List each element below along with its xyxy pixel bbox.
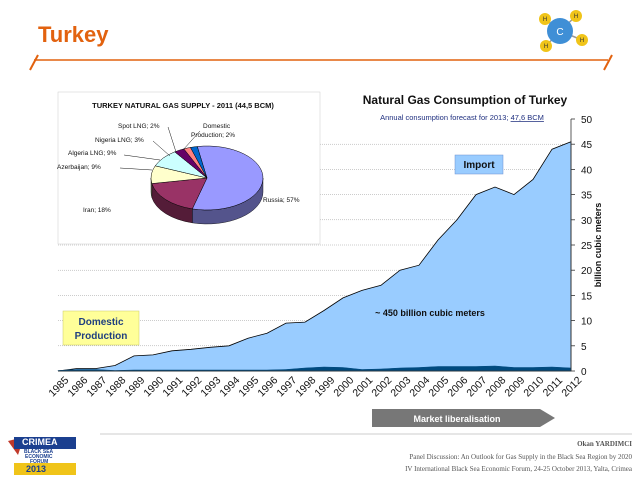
area-chart-fills — [57, 141, 572, 372]
pie-chart-labels: Russia; 57% Iran; 18% Azerbaijan; 9% Algeri… — [57, 123, 300, 214]
x-tick-label: 2004 — [407, 374, 432, 399]
pie-chart-title: TURKEY NATURAL GAS SUPPLY - 2011 (44,5 B… — [92, 101, 274, 110]
domestic-production-area — [57, 365, 572, 372]
y-tick-label: 10 — [581, 317, 593, 328]
x-tick-label: 2009 — [502, 374, 527, 399]
market-liberalisation-label: Market liberalisation — [413, 414, 500, 424]
import-area — [57, 141, 572, 372]
logo-line4: FORUM — [30, 459, 49, 465]
logo-line3: ECONOMIC — [25, 454, 53, 460]
y-tick-label: 0 — [581, 367, 587, 378]
footer-author: Okan YARDIMCI — [577, 440, 632, 448]
y-tick-label: 25 — [581, 241, 593, 252]
molecule-hydrogen-label: H — [543, 17, 547, 23]
molecule-hydrogen-label: H — [544, 44, 548, 50]
total-consumption-label: ~ 450 billion cubic meters — [375, 308, 485, 318]
y-tick-label: 45 — [581, 140, 593, 151]
x-tick-label: 2003 — [388, 374, 413, 399]
import-label-box — [454, 154, 504, 175]
x-tick-label: 1991 — [160, 374, 185, 399]
x-tick-label: 1998 — [293, 374, 318, 399]
domestic-label-box — [62, 310, 140, 346]
pie-slice-label: Azerbaijan; 9% — [57, 164, 101, 171]
x-tick-label: 1992 — [179, 374, 204, 399]
x-tick-label: 1999 — [312, 374, 337, 399]
header-accent-right — [603, 54, 613, 71]
x-tick-label: 1985 — [46, 374, 71, 399]
y-tick-label: 35 — [581, 191, 593, 202]
pie-leader-line — [119, 167, 153, 171]
x-tick-label: 1986 — [65, 374, 90, 399]
x-tick-label: 2006 — [445, 374, 470, 399]
x-tick-label: 2012 — [559, 374, 584, 399]
pie-slice — [191, 145, 264, 211]
logo-line1: CRIMEA — [22, 437, 58, 447]
x-tick-label: 1996 — [255, 374, 280, 399]
pie-slice-label: Russia; 57% — [263, 197, 300, 204]
domestic-label-line2: Production — [75, 331, 128, 342]
molecule-carbon-label: C — [556, 27, 563, 38]
logo-line2: BLACK SEA — [24, 449, 54, 455]
footer-line1: Panel Discussion: An Outlook for Gas Sup… — [409, 453, 632, 461]
area-chart-title: Natural Gas Consumption of Turkey — [363, 93, 568, 107]
domestic-label-line1: Domestic — [78, 317, 123, 328]
x-tick-label: 1994 — [217, 374, 242, 399]
pie-slice-label: Nigeria LNG; 3% — [95, 137, 144, 144]
pie-leader-line — [123, 154, 161, 161]
x-tick-label: 1993 — [198, 374, 223, 399]
pie-leader-line — [152, 140, 171, 157]
logo-year: 2013 — [26, 464, 47, 474]
x-tick-label: 2007 — [464, 374, 489, 399]
y-tick-label: 30 — [581, 216, 593, 227]
x-tick-label: 2002 — [369, 374, 394, 399]
pie-slice-label: Spot LNG; 2% — [118, 123, 160, 130]
x-tick-label: 2001 — [350, 374, 375, 399]
pie-leader-line — [182, 130, 201, 151]
x-tick-label: 2010 — [521, 374, 546, 399]
methane-molecule-icon: C H H H H — [539, 10, 588, 52]
x-tick-label: 1995 — [236, 374, 261, 399]
molecule-hydrogen-label: H — [580, 38, 584, 44]
molecule-hydrogen-label: H — [574, 14, 578, 20]
x-tick-label: 1990 — [141, 374, 166, 399]
y-tick-label: 50 — [581, 115, 593, 126]
area-chart-subtitle: Annual consumption forecast for 2013; 47… — [380, 113, 544, 122]
y-tick-label: 40 — [581, 165, 593, 176]
y-tick-label: 5 — [581, 342, 587, 353]
pie-slice-label: Algeria LNG; 9% — [68, 150, 117, 157]
y-tick-label: 20 — [581, 266, 593, 277]
pie-slice-label: Iran; 18% — [83, 207, 111, 214]
x-tick-label: 2011 — [541, 375, 566, 400]
y-tick-label: 15 — [581, 291, 593, 302]
x-tick-label: 2005 — [426, 374, 451, 399]
x-tick-label: 1988 — [103, 374, 128, 399]
header-accent — [29, 54, 39, 71]
pie-slice — [151, 177, 208, 210]
market-liberalisation-arrow — [372, 409, 555, 427]
x-tick-label: 1989 — [122, 374, 147, 399]
x-tick-label: 1997 — [274, 374, 299, 399]
forecast-value: 47,6 BCM — [511, 113, 544, 122]
x-tick-label: 1987 — [84, 374, 109, 399]
slide-title: Turkey — [38, 22, 109, 47]
x-tick-label: 2000 — [331, 374, 356, 399]
pie-leader-line — [167, 126, 177, 153]
y-axis-label: billion cubic meters — [593, 203, 603, 288]
pie-chart-slices — [150, 145, 264, 225]
pie-slice — [190, 146, 208, 179]
x-tick-label: 2008 — [483, 374, 508, 399]
pie-slice-label: Domestic Production; 2% — [191, 123, 235, 139]
import-label: Import — [463, 160, 495, 171]
footer-line2: IV International Black Sea Economic Foru… — [405, 465, 632, 473]
crimea-forum-logo: CRIMEA BLACK SEA ECONOMIC FORUM 2013 — [4, 433, 96, 477]
